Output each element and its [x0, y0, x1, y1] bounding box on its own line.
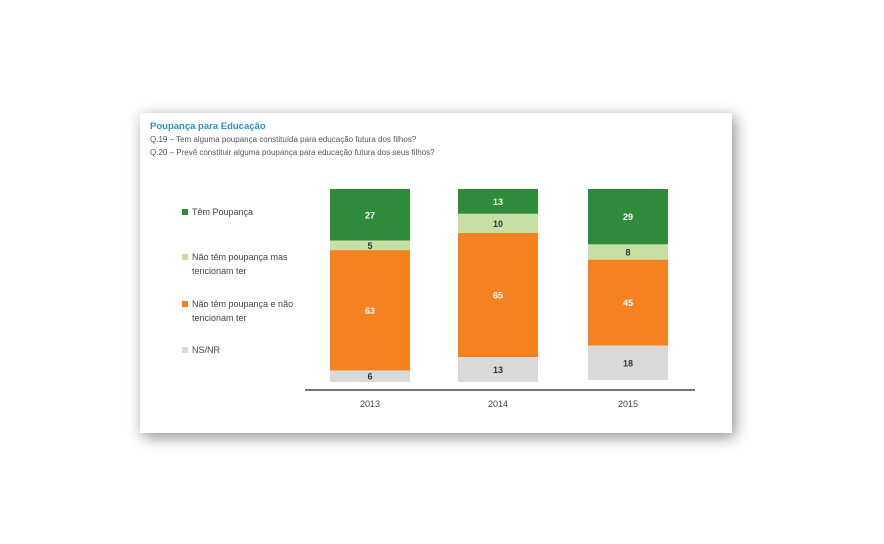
bar-segment-2013-2: [330, 250, 410, 371]
bar-segment-2015-2: [588, 259, 668, 346]
bar-value-label: 13: [493, 365, 503, 375]
bar-segment-2014-3: [458, 357, 538, 382]
bar-segment-2014-1: [458, 213, 538, 233]
legend-swatch-tem-poupanca: [182, 209, 188, 215]
bar-segment-2014-0: [458, 189, 538, 214]
bar-segment-2015-3: [588, 345, 668, 380]
bar-segment-2015-1: [588, 244, 668, 260]
bar-segment-2013-0: [330, 189, 410, 241]
x-tick-label-2013: 2013: [360, 399, 380, 409]
bar-segment-2015-0: [588, 189, 668, 245]
legend-label: Têm Poupança: [192, 207, 254, 217]
legend-label: NS/NR: [192, 345, 221, 355]
stacked-bar-chart: 27 5 63 6 2013 13 10 65 13 2014 29 8 45 18 2015: [305, 189, 695, 409]
legend-label: Não têm poupança e não tencionam ter: [192, 299, 294, 323]
bar-segment-2013-3: [330, 370, 410, 382]
chart-title: Poupança para Educação: [150, 121, 266, 132]
bar-value-label: 45: [623, 298, 633, 308]
legend-swatch-nao-tencionam: [182, 301, 188, 307]
x-tick-label-2015: 2015: [618, 399, 638, 409]
legend-item-nao-tencionam: Não têm poupança e não tencionam ter: [182, 297, 322, 325]
legend-item-nsnr: NS/NR: [182, 343, 322, 357]
x-tick-label-2014: 2014: [488, 399, 508, 409]
bar-value-label: 29: [623, 212, 633, 222]
legend-swatch-nsnr: [182, 347, 188, 353]
bar-segment-2013-1: [330, 240, 410, 251]
legend-label: Não têm poupança mas tencionam ter: [192, 252, 288, 276]
bar-value-label: 8: [625, 248, 630, 258]
bar-segment-2014-2: [458, 232, 538, 358]
bar-value-label: 10: [493, 219, 503, 229]
bar-value-label: 27: [365, 210, 375, 220]
bar-value-label: 65: [493, 291, 503, 301]
question-20: Q.20 – Prevê constituir alguma poupança …: [150, 148, 435, 157]
bar-value-label: 5: [367, 241, 372, 251]
question-19: Q.19 – Tem alguma poupança constituída p…: [150, 135, 417, 144]
legend-item-tencionam: Não têm poupança mas tencionam ter: [182, 250, 322, 278]
bar-value-label: 13: [493, 197, 503, 207]
legend-swatch-tencionam: [182, 254, 188, 260]
legend-item-tem-poupanca: Têm Poupança: [182, 205, 322, 219]
chart-card: Poupança para Educação Q.19 – Tem alguma…: [140, 113, 732, 433]
bar-value-label: 63: [365, 306, 375, 316]
bar-value-label: 6: [367, 372, 372, 382]
bar-value-label: 18: [623, 358, 633, 368]
